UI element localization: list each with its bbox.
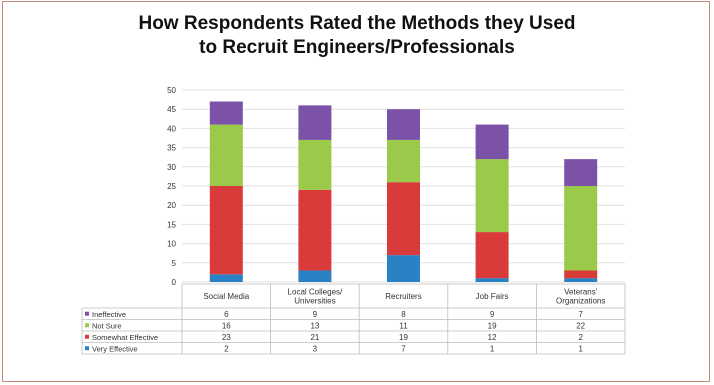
data-table-value: 6 xyxy=(224,310,229,319)
bar-segment xyxy=(298,105,332,140)
y-tick-label: 40 xyxy=(167,124,176,133)
y-tick-label: 5 xyxy=(172,259,177,268)
y-tick-label: 15 xyxy=(167,220,176,229)
bar-segment xyxy=(298,189,332,271)
data-table-value: 19 xyxy=(488,321,497,330)
data-table-value: 21 xyxy=(310,333,319,342)
y-tick-label: 35 xyxy=(167,144,176,153)
category-label: Veterans' xyxy=(564,288,598,297)
bar-segment xyxy=(564,278,598,282)
y-tick-label: 30 xyxy=(167,163,176,172)
legend-label: Ineffective xyxy=(92,310,126,319)
category-label: Social Media xyxy=(203,292,249,301)
bar-segment xyxy=(475,232,509,279)
data-table-value: 13 xyxy=(310,321,319,330)
bar-segment xyxy=(564,159,598,186)
bar-segment xyxy=(209,124,243,186)
chart-title-line-2: to Recruit Engineers/Professionals xyxy=(199,37,515,58)
data-table-value: 9 xyxy=(490,310,495,319)
bar-segment xyxy=(387,109,420,140)
data-table-value: 1 xyxy=(578,344,583,353)
legend-swatch xyxy=(85,346,89,351)
y-tick-label: 20 xyxy=(167,201,176,210)
data-table-value: 12 xyxy=(488,333,497,342)
data-table-value: 7 xyxy=(578,310,583,319)
legend-label: Somewhat Effective xyxy=(92,333,158,342)
category-label: Organizations xyxy=(556,297,605,306)
legend-swatch xyxy=(85,323,89,328)
chart-title: How Respondents Rated the Methods they U… xyxy=(0,12,714,60)
bar-segment xyxy=(209,186,243,275)
bar-segment xyxy=(298,270,332,282)
data-table-value: 23 xyxy=(222,333,231,342)
legend-swatch xyxy=(85,334,89,339)
data-table-value: 11 xyxy=(399,321,408,330)
y-tick-label: 0 xyxy=(172,278,177,287)
category-label: Job Fairs xyxy=(476,292,509,301)
data-table-value: 7 xyxy=(401,344,406,353)
data-table-value: 8 xyxy=(401,310,406,319)
data-table-value: 2 xyxy=(224,344,229,353)
legend-label: Very Effective xyxy=(92,344,138,353)
data-table-value: 9 xyxy=(313,310,318,319)
bar-segment xyxy=(209,101,243,125)
y-tick-label: 50 xyxy=(167,86,176,95)
bar-segment xyxy=(387,182,420,256)
legend-label: Not Sure xyxy=(92,321,122,330)
bar-segment xyxy=(564,186,598,271)
data-table-value: 1 xyxy=(490,344,495,353)
data-table-value: 19 xyxy=(399,333,408,342)
data-table-value: 22 xyxy=(576,321,585,330)
bar-segment xyxy=(209,274,243,282)
category-label: Recruiters xyxy=(385,292,421,301)
chart-title-line-1: How Respondents Rated the Methods they U… xyxy=(138,13,576,34)
data-table-value: 16 xyxy=(222,321,231,330)
category-label: Local Colleges/ xyxy=(288,288,343,297)
legend-swatch xyxy=(85,311,89,316)
category-label: Universities xyxy=(294,297,335,306)
y-tick-label: 25 xyxy=(167,182,176,191)
bar-segment xyxy=(387,139,420,183)
bar-segment xyxy=(475,278,509,282)
bar-segment xyxy=(298,139,332,190)
bar-segment xyxy=(564,270,598,279)
data-table-value: 3 xyxy=(313,344,318,353)
data-table-value: 2 xyxy=(578,333,583,342)
y-tick-label: 10 xyxy=(167,240,176,249)
bar-segment xyxy=(475,159,509,233)
bar-segment xyxy=(387,255,420,282)
y-tick-label: 45 xyxy=(167,105,176,114)
bar-segment xyxy=(475,124,509,160)
